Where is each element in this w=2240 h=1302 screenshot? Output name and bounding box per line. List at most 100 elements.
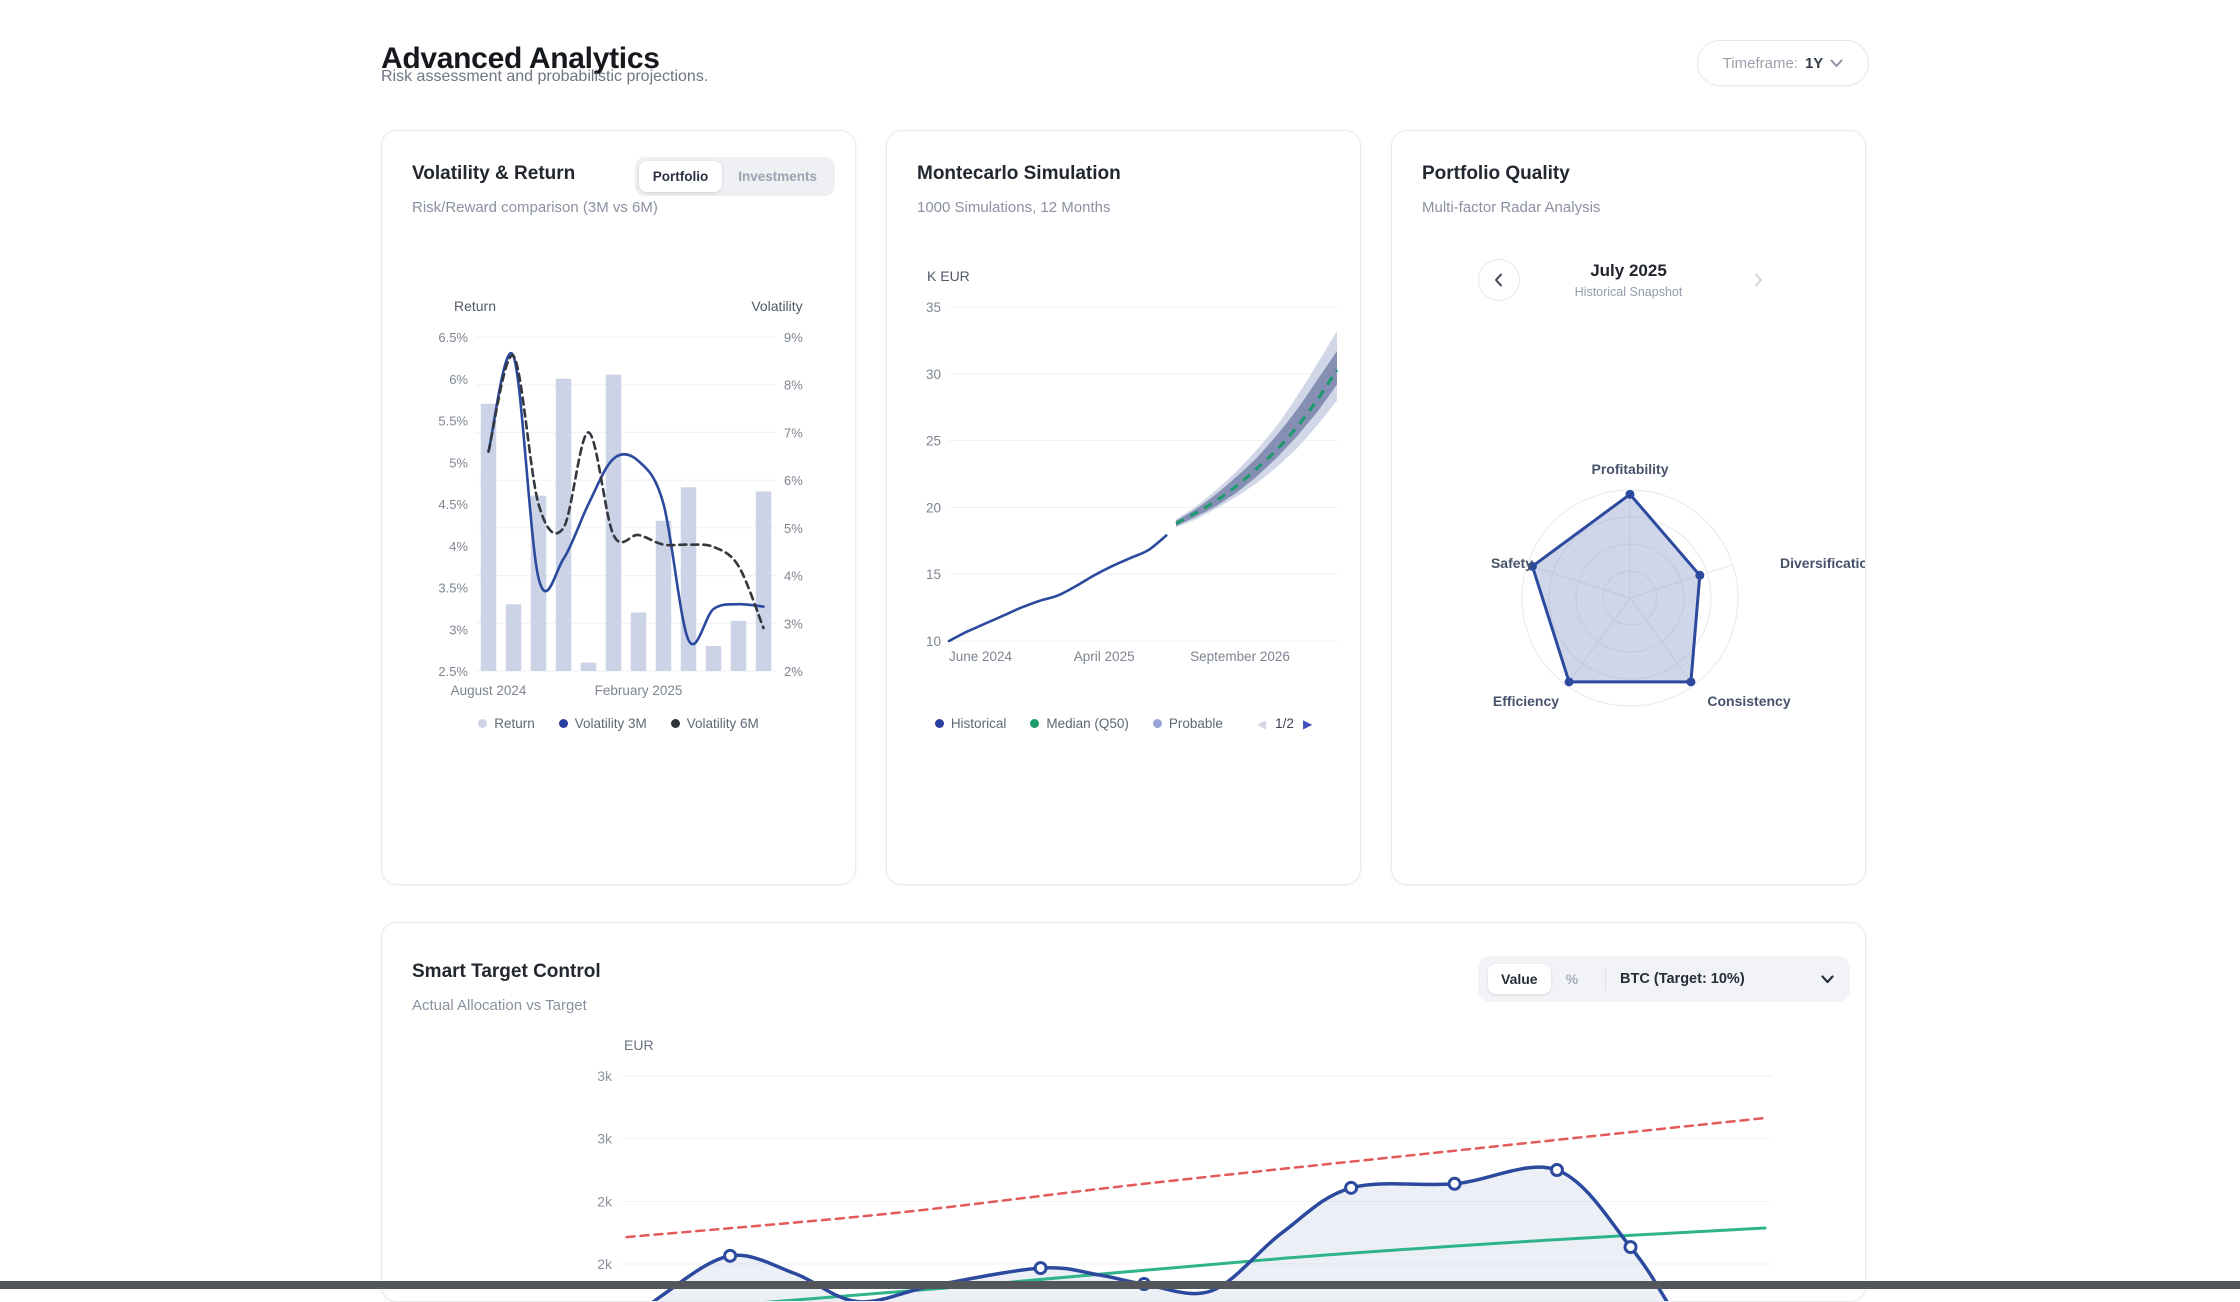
legend-item-volatility-3m: Volatility 3M	[559, 716, 647, 731]
svg-text:June 2024: June 2024	[949, 649, 1013, 664]
svg-text:August 2024: August 2024	[451, 683, 527, 698]
svg-text:3k: 3k	[597, 1068, 613, 1084]
card-subtitle: Actual Allocation vs Target	[412, 997, 587, 1014]
legend-item-volatility-6m: Volatility 6M	[671, 716, 759, 731]
montecarlo-chart: K EUR 35 30 25 20 15 10 June 2024 April 2025 Sept…	[901, 261, 1347, 691]
legend-dot	[1153, 719, 1162, 728]
svg-text:Volatility: Volatility	[751, 298, 802, 314]
legend-dot	[671, 719, 680, 728]
period-sublabel: Historical Snapshot	[1554, 285, 1704, 299]
svg-text:EUR: EUR	[624, 1037, 654, 1053]
svg-text:5.5%: 5.5%	[438, 414, 468, 429]
smart-target-card: Smart Target Control Actual Allocation v…	[381, 922, 1866, 1302]
legend-item-historical: Historical	[935, 716, 1007, 731]
svg-text:8%: 8%	[784, 378, 803, 393]
svg-text:20: 20	[926, 500, 941, 515]
legend-label: Probable	[1169, 716, 1223, 731]
svg-text:6%: 6%	[449, 372, 468, 387]
legend-label: Return	[494, 716, 535, 731]
chevron-down-icon	[1830, 59, 1843, 68]
svg-text:15: 15	[926, 567, 941, 582]
legend-item-median-q50-: Median (Q50)	[1030, 716, 1129, 731]
target-controls: Value% BTC (Target: 10%)	[1478, 956, 1850, 1002]
pagination-prev-icon[interactable]: ◀	[1257, 717, 1266, 731]
svg-text:3%: 3%	[784, 616, 803, 631]
montecarlo-card: Montecarlo Simulation 1000 Simulations, …	[886, 130, 1361, 885]
svg-text:4%: 4%	[449, 539, 468, 554]
svg-text:2k: 2k	[597, 1256, 613, 1272]
legend-label: Median (Q50)	[1046, 716, 1129, 731]
period-navigation: July 2025 Historical Snapshot	[1392, 259, 1865, 301]
asset-dropdown[interactable]: BTC (Target: 10%)	[1620, 971, 1840, 987]
svg-text:4.5%: 4.5%	[438, 497, 468, 512]
svg-text:2%: 2%	[784, 664, 803, 679]
window-bottom-bar	[0, 1281, 2240, 1289]
portfolio-quality-card: Portfolio Quality Multi-factor Radar Ana…	[1391, 130, 1866, 885]
legend-dot	[559, 719, 568, 728]
svg-text:5%: 5%	[784, 521, 803, 536]
timeframe-label: Timeframe:	[1723, 55, 1798, 72]
svg-text:6.5%: 6.5%	[438, 330, 468, 345]
chevron-down-icon	[1821, 975, 1834, 984]
svg-text:4%: 4%	[784, 569, 803, 584]
svg-text:30: 30	[926, 367, 941, 382]
svg-text:9%: 9%	[784, 330, 803, 345]
pagination-next-icon[interactable]: ▶	[1303, 717, 1312, 731]
toggle-value[interactable]: Value	[1488, 964, 1551, 994]
svg-text:Return: Return	[454, 298, 496, 314]
svg-text:6%: 6%	[784, 473, 803, 488]
card-title: Montecarlo Simulation	[917, 163, 1121, 185]
chart-legend: Historical Median (Q50) Probable ◀ 1/2 ▶	[887, 716, 1360, 731]
svg-text:7%: 7%	[784, 425, 803, 440]
card-title: Volatility & Return	[412, 163, 575, 185]
asset-dropdown-value: BTC (Target: 10%)	[1620, 971, 1745, 987]
card-title: Portfolio Quality	[1422, 163, 1570, 185]
value-percent-toggle: Value%	[1488, 964, 1591, 994]
radar-chart: ProfitabilityDiversificationConsistencyE…	[1392, 441, 1866, 861]
svg-text:Safety: Safety	[1491, 555, 1533, 571]
legend-item-probable: Probable	[1153, 716, 1223, 731]
page-subtitle: Risk assessment and probabilistic projec…	[381, 68, 708, 86]
chart-pagination: ◀ 1/2 ▶	[1257, 716, 1312, 731]
legend-dot	[1030, 719, 1039, 728]
svg-text:Diversification: Diversification	[1780, 555, 1866, 571]
svg-text:25: 25	[926, 434, 941, 449]
legend-label: Volatility 3M	[575, 716, 647, 731]
next-period-button[interactable]	[1738, 259, 1780, 301]
period-display: July 2025 Historical Snapshot	[1554, 261, 1704, 299]
svg-text:Efficiency: Efficiency	[1493, 693, 1559, 709]
card-subtitle: Multi-factor Radar Analysis	[1422, 199, 1600, 216]
svg-text:Profitability: Profitability	[1591, 461, 1668, 477]
svg-text:5%: 5%	[449, 455, 468, 470]
card-subtitle: Risk/Reward comparison (3M vs 6M)	[412, 199, 658, 216]
chevron-left-icon	[1494, 273, 1503, 287]
svg-text:April 2025: April 2025	[1074, 649, 1135, 664]
legend-label: Historical	[951, 716, 1007, 731]
card-subtitle: 1000 Simulations, 12 Months	[917, 199, 1110, 216]
svg-text:10: 10	[926, 634, 941, 649]
svg-text:September 2026: September 2026	[1190, 649, 1290, 664]
svg-text:2.5%: 2.5%	[438, 664, 468, 679]
period-label: July 2025	[1554, 261, 1704, 281]
legend-dot	[478, 719, 487, 728]
chevron-right-icon	[1754, 273, 1763, 287]
svg-text:35: 35	[926, 300, 941, 315]
previous-period-button[interactable]	[1478, 259, 1520, 301]
legend-item-return: Return	[478, 716, 535, 731]
timeframe-dropdown[interactable]: Timeframe: 1Y	[1697, 40, 1869, 86]
tab-portfolio[interactable]: Portfolio	[639, 161, 723, 192]
svg-text:3%: 3%	[449, 622, 468, 637]
svg-text:K EUR: K EUR	[927, 268, 970, 284]
divider	[1605, 968, 1606, 990]
tab-investments[interactable]: Investments	[724, 161, 831, 192]
card-title: Smart Target Control	[412, 961, 601, 983]
timeframe-value: 1Y	[1805, 55, 1823, 72]
legend-label: Volatility 6M	[687, 716, 759, 731]
svg-text:February 2025: February 2025	[595, 683, 683, 698]
pagination-current: 1/2	[1275, 716, 1294, 731]
toggle--[interactable]: %	[1553, 964, 1591, 994]
legend-dot	[935, 719, 944, 728]
